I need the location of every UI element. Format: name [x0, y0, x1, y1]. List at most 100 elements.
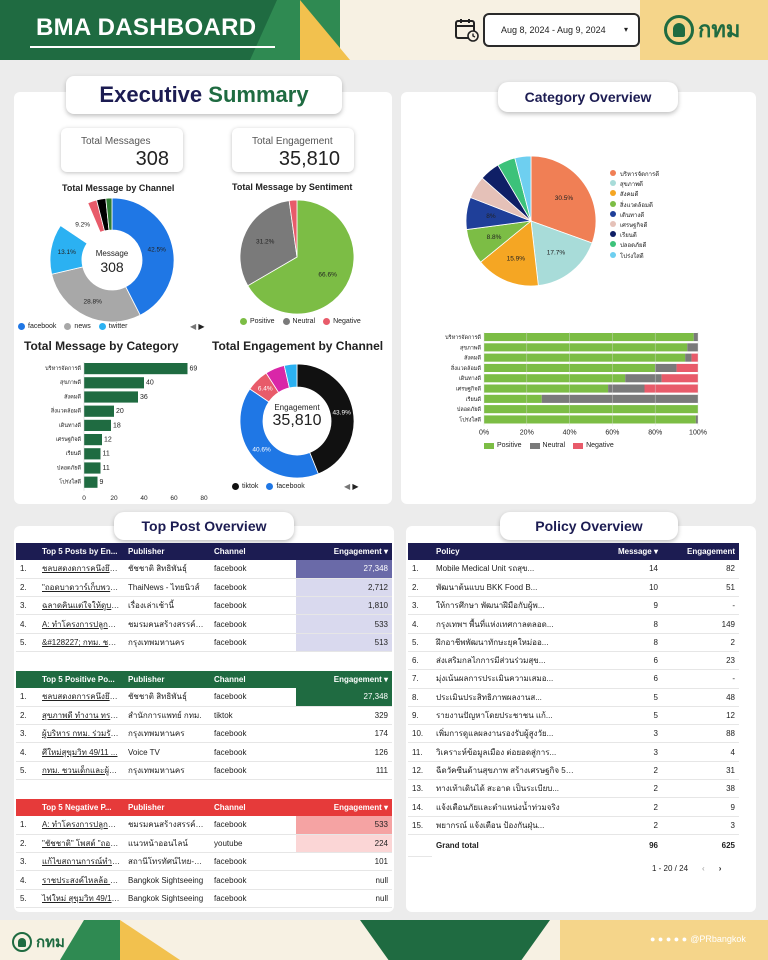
table-row[interactable]: 5.กทม. ชวนเด็กและผู้ปกครองร่วม...กรุงเทพ… [16, 761, 392, 780]
column-header[interactable]: Engagement ▾ [296, 799, 392, 816]
table-row[interactable]: 1.A: ทำโครงการปลูกต้นไม้ล้าน...ชมรมคนสร้… [16, 816, 392, 835]
table-row[interactable]: 11. วิเคราะห์ข้อมูลเมือง ต่อยอดสู่การ... 3… [408, 742, 739, 762]
policy-name: ทางเท้าเดินได้ สะอาด เป็นระเบียบ... [432, 779, 582, 799]
pie-slice-0 [530, 156, 596, 244]
table-row[interactable]: 6. ส่งเสริมกลไกการมีส่วนร่วมสุข... 6 23 [408, 651, 739, 671]
table-row[interactable]: 1. Mobile Medical Unit รถสุข... 14 82 [408, 560, 739, 579]
post-title[interactable]: A: ทำโครงการปลูกต้นไม้ล้าน... [38, 614, 124, 634]
social-icons: ● ● ● ● ● [650, 934, 688, 944]
legend-item-4: เดินทางดี [610, 210, 659, 221]
post-title[interactable]: ศีใหม่สุขุมวิท 49/11 ... [38, 742, 124, 762]
post-title[interactable]: A: ทำโครงการปลูกต้นไม้ล้าน... [38, 816, 124, 835]
next-page-icon[interactable]: › [718, 864, 722, 873]
channel: facebook [210, 852, 296, 872]
bar-tick-4: 80 [200, 495, 208, 502]
row-index: 1. [16, 560, 38, 579]
pie-label-1: 28.8% [83, 299, 102, 306]
table-row[interactable]: 5.ไฟใหม่ สุขุมวิท 49/1 เมื่อ...Bangkok S… [16, 889, 392, 908]
table-row[interactable]: 2. พัฒนาต้นแบบ BKK Food B... 10 51 [408, 578, 739, 598]
table-row[interactable]: 12. ฉีดวัคซีนด้านสุขภาพ สร้างเศรษฐกิจ 50 … [408, 761, 739, 781]
post-title[interactable]: ราชประสงค์ไหลล้อ เด็ก... [38, 870, 124, 890]
column-header[interactable]: Top 5 Negative P... [38, 799, 124, 816]
post-title[interactable]: &#128227; กทม. ชวนร่ว... [38, 633, 124, 652]
bar-chart-category: บริหารจัดการดี 69 สุขภาพดี 40 สังคมดี 36 สิ่งแ… [45, 362, 208, 502]
post-title[interactable]: ฉลาดคินแต่ใจให้ดูบดคำยับได้ประ... [38, 596, 124, 616]
post-title[interactable]: ชลบสดงดการคนึงยึดกันพ้อดลาร [38, 560, 124, 579]
row-index: 11. [408, 742, 432, 762]
column-header[interactable]: Top 5 Positive Po... [38, 671, 124, 688]
message-count: 6 [582, 651, 662, 671]
footer-seal-icon [12, 932, 32, 952]
table-row[interactable]: 3.ฉลาดคินแต่ใจให้ดูบดคำยับได้ประ...เรื่อ… [16, 596, 392, 616]
table-row[interactable]: 5.&#128227; กทม. ชวนร่ว...กรุงเทพมหานครf… [16, 633, 392, 652]
message-count: 3 [582, 742, 662, 762]
post-title[interactable]: "ถอดบาดวาร์เก็บพวราร" "ชัชชาต... [38, 578, 124, 598]
table-row[interactable]: 7. มุ่งเน้นผลการประเมินความเสมอ... 6- [408, 669, 739, 689]
table-row[interactable]: 2.สุขภาพดี ทำงาน ทรงงาน...สำนักการแพทย์ … [16, 706, 392, 726]
table-row[interactable]: 4.A: ทำโครงการปลูกต้นไม้ล้าน...ชมรมคนสร้… [16, 614, 392, 634]
stack-seg-0-0 [484, 333, 694, 342]
row-index: 3. [16, 724, 38, 744]
legend-item-7: ปลอดภัยดี [610, 241, 659, 251]
table-row[interactable]: 4. ราชประสงค์ไหลล้อ เด็ก... Bangkok Sights… [16, 870, 392, 890]
table-row[interactable]: 13. ทางเท้าเดินได้ สะอาด เป็นระเบียบ... 2 3… [408, 779, 739, 799]
engagement: 3 [662, 816, 739, 835]
legend-channel: facebook news twitter [18, 323, 127, 330]
bar-tick-2: 40 [140, 495, 148, 502]
prev-page-icon[interactable]: ‹ [702, 864, 705, 873]
column-header[interactable]: Engagement ▾ [296, 543, 392, 560]
column-header[interactable]: Engagement ▾ [296, 671, 392, 688]
post-title[interactable]: แก้ไขสถานการณ์ทำงานหลัง... [38, 852, 124, 872]
publisher: ชัชชาติ สิทธิพันธุ์ [124, 688, 210, 707]
column-header[interactable]: Channel [210, 671, 296, 688]
policy-name: ฝึกอาชีพพัฒนาทักษะยุคใหม่ออ... [432, 633, 582, 652]
date-range-select[interactable]: Aug 8, 2024 - Aug 9, 2024 ▾ [483, 13, 640, 47]
table-row[interactable]: 2."ชัชชาติ" โพสต์ "ถอดบาดวาร...แนวหน้าออ… [16, 834, 392, 854]
table-row[interactable]: 15. พยากรณ์ แจ้งเตือน ป้องกันฝุ่น... 2 3 [408, 816, 739, 835]
policy-name: ประเมินประสิทธิภาพผลงานส... [432, 688, 582, 707]
column-header[interactable]: Channel [210, 799, 296, 816]
engagement: 12 [662, 706, 739, 726]
stack-label-2: สังคมดี [464, 355, 481, 362]
post-title[interactable]: ผู้บริหาร กทม. ร่วมรับฟังข้อเสนอ... [38, 724, 124, 744]
pie-label-2: 6.4% [258, 385, 273, 392]
row-index: 14. [408, 797, 432, 817]
pie-slice-6 [105, 198, 113, 231]
table-row[interactable]: 9. รายงานปัญหาโดยประชาชน แก้... 5 12 [408, 706, 739, 726]
legend-pager[interactable]: ◀ ▶ [190, 322, 205, 331]
table-row[interactable]: 4. ศีใหม่สุขุมวิท 49/11 ... Voice TV facebo… [16, 742, 392, 762]
table-row[interactable]: 1.ชลบสดงดการคนึงยึดกันพ้อดลารชัชชาติ สิท… [16, 688, 392, 707]
pie-label-4: 8% [486, 213, 496, 220]
column-header[interactable]: Top 5 Posts by En... [38, 543, 124, 560]
table-row[interactable]: 8. ประเมินประสิทธิภาพผลงานส... 5 48 [408, 688, 739, 707]
column-header[interactable]: Publisher [124, 543, 210, 560]
column-header[interactable]: Publisher [124, 799, 210, 816]
table-row[interactable]: 3. ให้การศึกษา พัฒนาฝีมือกับผู้พ... 9- [408, 596, 739, 616]
column-header[interactable]: Message ▾ [582, 543, 662, 560]
message-count: 2 [582, 816, 662, 835]
pie-chart-message-channel: 42.5% 28.8% 13.1% 9.2% [50, 198, 174, 322]
column-header[interactable]: Engagement [662, 543, 739, 560]
row-index: 5. [16, 633, 38, 652]
post-title[interactable]: ไฟใหม่ สุขุมวิท 49/1 เมื่อ... [38, 889, 124, 908]
stack-tick-1: 20% [520, 430, 534, 437]
table-row[interactable]: 5. ฝึกอาชีพพัฒนาทักษะยุคใหม่ออ... 8 2 [408, 633, 739, 652]
row-index: 2. [408, 578, 432, 598]
post-title[interactable]: สุขภาพดี ทำงาน ทรงงาน... [38, 706, 124, 726]
table-row[interactable]: 14. แจ้งเตือนภัยและตำแหน่งน้ำท่วมจริง 2 9 [408, 797, 739, 817]
table-row[interactable]: 3.ผู้บริหาร กทม. ร่วมรับฟังข้อเสนอ...กรุ… [16, 724, 392, 744]
legend-pager-2[interactable]: ◀ ▶ [344, 482, 359, 491]
post-title[interactable]: "ชัชชาติ" โพสต์ "ถอดบาดวาร... [38, 834, 124, 854]
stack-label-5: เศรษฐกิจดี [456, 386, 482, 393]
post-title[interactable]: ชลบสดงดการคนึงยึดกันพ้อดลาร [38, 688, 124, 707]
column-header[interactable]: Channel [210, 543, 296, 560]
column-header[interactable]: Policy [432, 543, 582, 560]
table-row[interactable]: 1.ชลบสดงดการคนึงยึดกันพ้อดลารชัชชาติ สิท… [16, 560, 392, 579]
post-title[interactable]: กทม. ชวนเด็กและผู้ปกครองร่วม... [38, 761, 124, 780]
title-underline [30, 46, 275, 48]
table-row[interactable]: 4. กรุงเทพฯ พื้นที่แห่งเทศกาลตลอด... 8 149 [408, 614, 739, 634]
table-row[interactable]: 10. เพิ่มการดูแลผลงานรองรับผู้สูงวัย... 3 8… [408, 724, 739, 744]
column-header[interactable]: Publisher [124, 671, 210, 688]
table-row[interactable]: 3.แก้ไขสถานการณ์ทำงานหลัง...สถานีโทรทัศน… [16, 852, 392, 872]
table-row[interactable]: 2."ถอดบาดวาร์เก็บพวราร" "ชัชชาต...ThaiNe… [16, 578, 392, 598]
